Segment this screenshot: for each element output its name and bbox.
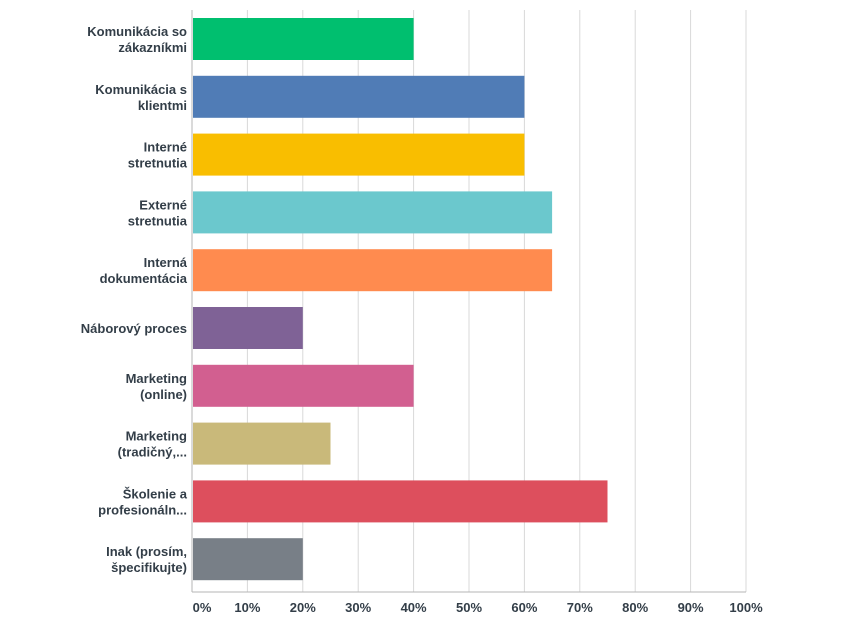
bar[interactable] bbox=[193, 422, 331, 465]
bar[interactable] bbox=[193, 538, 303, 581]
category-label: Interné stretnutia bbox=[128, 140, 188, 171]
category-label: Marketing (online) bbox=[126, 371, 187, 402]
category-label-line: Náborový proces bbox=[81, 321, 187, 336]
bar[interactable] bbox=[193, 249, 553, 292]
bars bbox=[193, 18, 608, 581]
category-label: Inak (prosím, špecifikujte) bbox=[106, 544, 187, 575]
x-tick-label: 20% bbox=[290, 600, 316, 615]
category-label-line: (online) bbox=[140, 387, 187, 402]
x-tick-label: 90% bbox=[678, 600, 704, 615]
x-tick-label: 50% bbox=[456, 600, 482, 615]
category-label-line: Marketing bbox=[126, 429, 187, 444]
bar[interactable] bbox=[193, 18, 414, 60]
category-label-line: zákazníkmi bbox=[118, 40, 187, 55]
x-tick-label: 0% bbox=[193, 600, 212, 615]
category-label: Školenie a profesionáln... bbox=[98, 486, 188, 517]
x-tick-label: 70% bbox=[567, 600, 593, 615]
category-label-line: klientmi bbox=[138, 98, 187, 113]
bar[interactable] bbox=[193, 133, 525, 176]
x-tick-label: 40% bbox=[401, 600, 427, 615]
category-label-line: stretnutia bbox=[128, 156, 188, 171]
category-label-line: Komunikácia s bbox=[95, 82, 187, 97]
bar[interactable] bbox=[193, 307, 303, 349]
category-label-line: (tradičný,... bbox=[118, 445, 187, 460]
category-label-line: profesionáln... bbox=[98, 502, 187, 517]
bar[interactable] bbox=[193, 191, 553, 234]
category-label: Marketing (tradičný,... bbox=[118, 429, 187, 460]
x-tick-label: 10% bbox=[234, 600, 260, 615]
category-label-line: Interné bbox=[144, 140, 187, 155]
category-label-line: Interná bbox=[144, 255, 188, 270]
category-label: Náborový proces bbox=[81, 321, 187, 336]
category-label-line: stretnutia bbox=[128, 213, 188, 228]
category-label: Komunikácia so zákazníkmi bbox=[87, 24, 187, 55]
category-label: Komunikácia s klientmi bbox=[95, 82, 187, 113]
x-tick-label: 30% bbox=[345, 600, 371, 615]
category-label-line: Externé bbox=[139, 197, 187, 212]
category-label-line: špecifikujte) bbox=[111, 560, 187, 575]
x-tick-labels: 0% 10% 20% 30% 40% 50% 60% 70% 80% 90% 100% bbox=[193, 600, 763, 615]
x-tick-label: 100% bbox=[729, 600, 763, 615]
category-label-line: Komunikácia so bbox=[87, 24, 187, 39]
category-label-line: Marketing bbox=[126, 371, 187, 386]
category-label-line: dokumentácia bbox=[100, 271, 188, 286]
bar[interactable] bbox=[193, 75, 525, 118]
category-labels: Komunikácia so zákazníkmi Komunikácia s kli… bbox=[81, 24, 188, 575]
bar[interactable] bbox=[193, 480, 608, 523]
category-label-line: Inak (prosím, bbox=[106, 544, 187, 559]
category-label-line: Školenie a bbox=[123, 486, 188, 501]
x-tick-label: 80% bbox=[622, 600, 648, 615]
bar[interactable] bbox=[193, 364, 414, 407]
category-label: Interná dokumentácia bbox=[100, 255, 188, 286]
category-label: Externé stretnutia bbox=[128, 197, 188, 228]
x-tick-label: 60% bbox=[511, 600, 537, 615]
